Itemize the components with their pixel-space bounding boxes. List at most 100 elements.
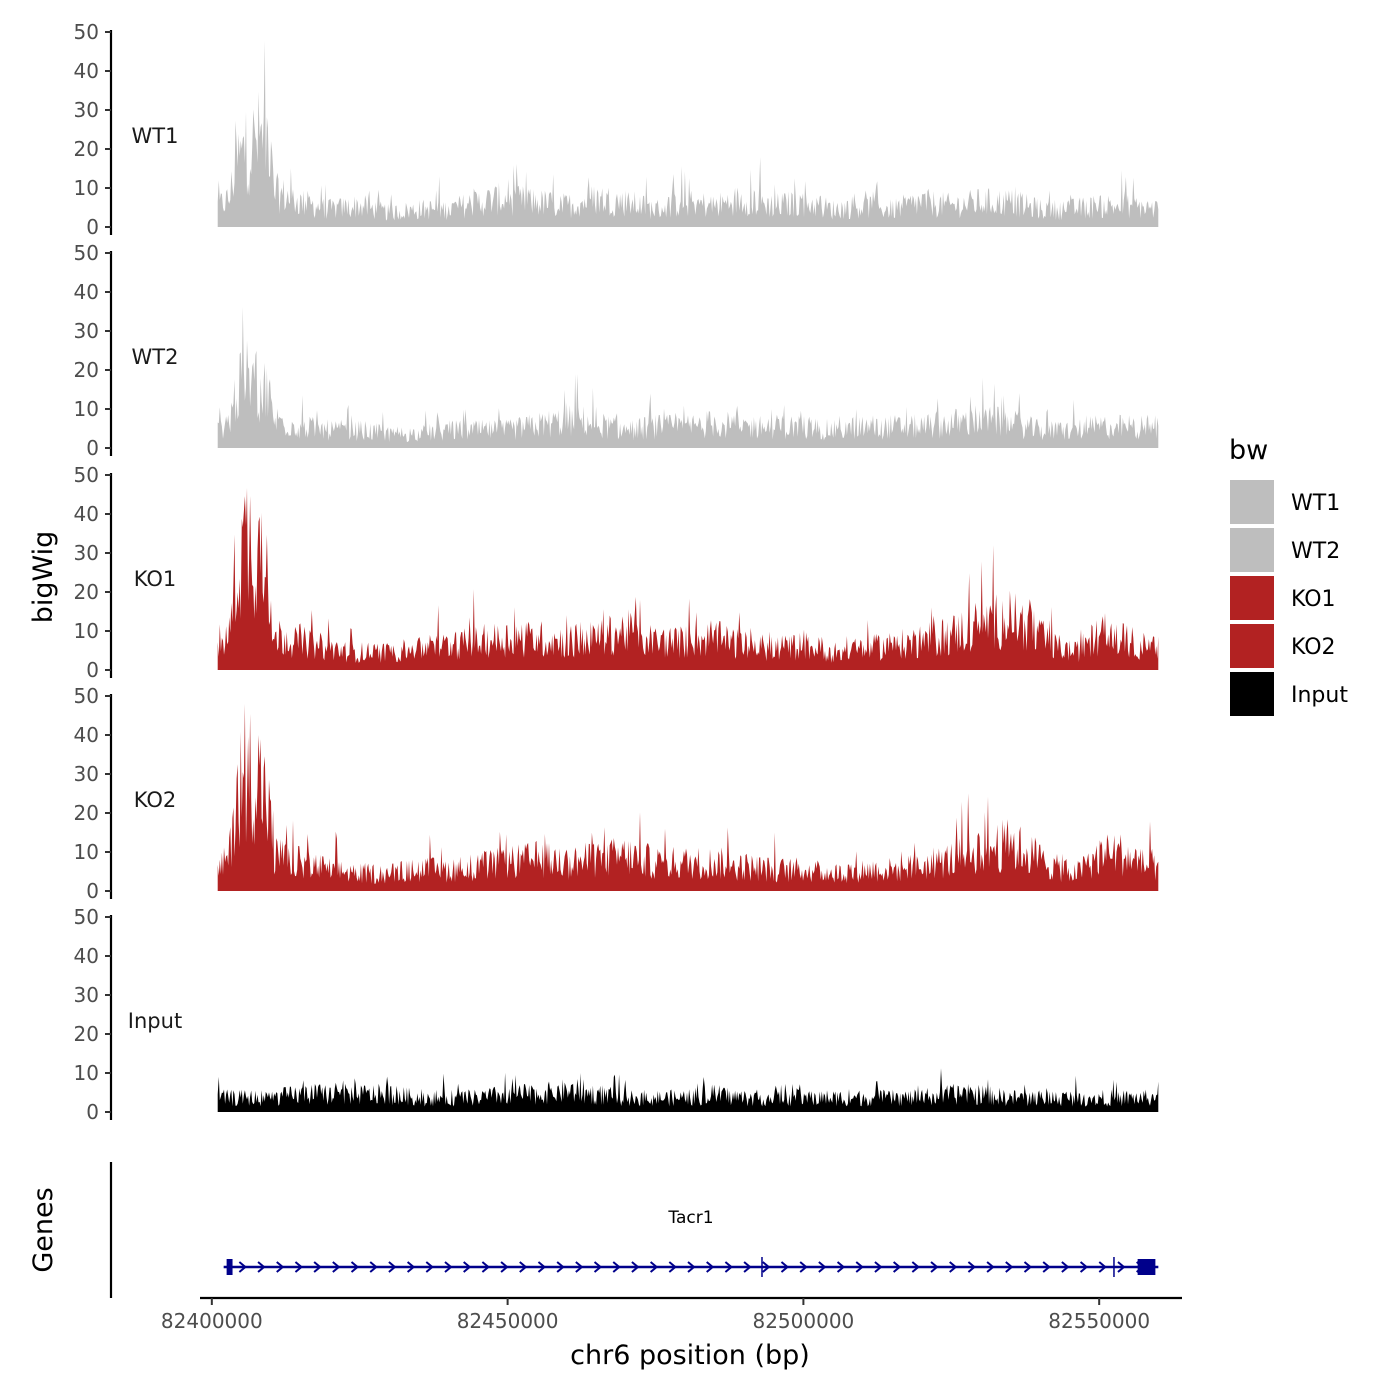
strand-arrow: [500, 1261, 509, 1273]
strand-arrow: [369, 1261, 378, 1273]
strand-arrow: [332, 1261, 341, 1273]
strand-arrow: [537, 1261, 547, 1273]
strand-arrow: [388, 1261, 397, 1273]
strand-arrow: [911, 1261, 920, 1273]
x-tick-label: 82400000: [161, 1309, 263, 1333]
strand-arrow: [1117, 1261, 1126, 1273]
y-tick-label: 0: [86, 1100, 99, 1124]
strand-arrow: [519, 1261, 528, 1273]
strand-arrow: [930, 1261, 939, 1273]
y-tick-label: 0: [86, 436, 99, 460]
strand-arrow: [425, 1261, 434, 1273]
strand-arrow: [1042, 1261, 1051, 1273]
strand-arrow: [855, 1261, 864, 1273]
coverage-tracks: 0 10 20 30 40 50 WT1 0 10 20 30 40 50 WT2 0 10 20 30 40 50 K…: [74, 20, 1159, 1124]
gene-name-label: Tacr1: [667, 1208, 713, 1228]
strand-arrow: [593, 1261, 603, 1273]
strand-arrow: [406, 1261, 416, 1273]
y-tick-label: 10: [74, 1061, 99, 1085]
strand-arrow: [1023, 1261, 1033, 1273]
y-tick-label: 40: [74, 502, 99, 526]
coverage-area-input: [217, 1068, 1159, 1112]
strand-arrow: [575, 1261, 584, 1273]
track-input: 0 10 20 30 40 50 Input: [74, 905, 1159, 1124]
track-label-wt1: WT1: [132, 124, 179, 148]
y-axis-title: bigWig: [28, 531, 59, 624]
coverage-area-wt1: [217, 40, 1159, 227]
coverage-area-wt2: [217, 307, 1159, 448]
y-tick-label: 30: [74, 541, 99, 565]
strand-arrow: [1061, 1261, 1070, 1273]
legend-label-ko1: KO1: [1291, 587, 1336, 612]
y-tick-label: 20: [74, 1022, 99, 1046]
y-tick-label: 0: [86, 879, 99, 903]
y-tick-label: 20: [74, 580, 99, 604]
legend-label-ko2: KO2: [1291, 635, 1336, 660]
legend: bw WT1 WT2 KO1 KO2 Input: [1229, 435, 1348, 716]
strand-arrow: [836, 1261, 846, 1273]
strand-arrow: [276, 1261, 285, 1273]
y-tick-label: 40: [74, 280, 99, 304]
y-tick-label: 40: [74, 723, 99, 747]
y-tick-label: 30: [74, 762, 99, 786]
y-tick-label: 20: [74, 801, 99, 825]
strand-arrow: [724, 1261, 733, 1273]
y-tick-label: 30: [74, 98, 99, 122]
track-ko1: 0 10 20 30 40 50 KO1: [74, 463, 1159, 682]
legend-key-ko1: [1230, 576, 1274, 620]
y-tick-label: 50: [74, 463, 99, 487]
strand-arrow: [818, 1261, 827, 1273]
exon-block: [226, 1259, 233, 1275]
strand-arrow: [1098, 1261, 1107, 1273]
y-tick-label: 50: [74, 20, 99, 44]
strand-arrow: [967, 1261, 976, 1273]
track-label-ko2: KO2: [134, 788, 177, 812]
strand-arrow: [1005, 1261, 1014, 1273]
legend-label-input: Input: [1291, 683, 1348, 708]
genes-track-label: Genes: [28, 1187, 59, 1272]
strand-arrow: [892, 1261, 902, 1273]
track-label-ko1: KO1: [134, 567, 177, 591]
legend-key-wt1: [1230, 480, 1274, 524]
strand-arrow: [463, 1261, 472, 1273]
strand-arrow: [799, 1261, 808, 1273]
strand-arrow: [874, 1261, 883, 1273]
track-label-input: Input: [128, 1009, 182, 1033]
y-tick-label: 10: [74, 619, 99, 643]
y-tick-label: 30: [74, 983, 99, 1007]
legend-title: bw: [1229, 435, 1268, 466]
strand-arrow: [649, 1261, 659, 1273]
y-tick-label: 10: [74, 840, 99, 864]
track-label-wt2: WT2: [132, 345, 179, 369]
y-tick-label: 0: [86, 658, 99, 682]
y-tick-label: 50: [74, 905, 99, 929]
track-wt1: 0 10 20 30 40 50 WT1: [74, 20, 1159, 239]
y-tick-label: 10: [74, 397, 99, 421]
strand-arrow: [631, 1261, 640, 1273]
y-tick-label: 40: [74, 944, 99, 968]
strand-arrow: [481, 1261, 490, 1273]
strand-arrow: [556, 1261, 565, 1273]
y-tick-label: 10: [74, 176, 99, 200]
strand-arrow: [986, 1261, 995, 1273]
x-tick-label: 82500000: [752, 1309, 854, 1333]
strand-arrow: [238, 1261, 247, 1273]
track-wt2: 0 10 20 30 40 50 WT2: [74, 241, 1159, 460]
strand-arrow: [743, 1261, 752, 1273]
y-tick-label: 30: [74, 319, 99, 343]
strand-arrow: [612, 1261, 621, 1273]
x-tick-label: 82550000: [1048, 1309, 1150, 1333]
y-tick-label: 20: [74, 358, 99, 382]
gene-model: [223, 1257, 1159, 1277]
strand-arrow: [762, 1261, 771, 1273]
strand-arrow: [706, 1261, 715, 1273]
strand-arrow: [350, 1261, 360, 1273]
strand-arrow: [687, 1261, 696, 1273]
strand-arrow: [780, 1261, 790, 1273]
strand-arrow: [444, 1261, 453, 1273]
x-tick-label: 82450000: [457, 1309, 559, 1333]
strand-arrow: [949, 1261, 958, 1273]
y-tick-label: 50: [74, 684, 99, 708]
legend-label-wt2: WT2: [1291, 539, 1340, 564]
